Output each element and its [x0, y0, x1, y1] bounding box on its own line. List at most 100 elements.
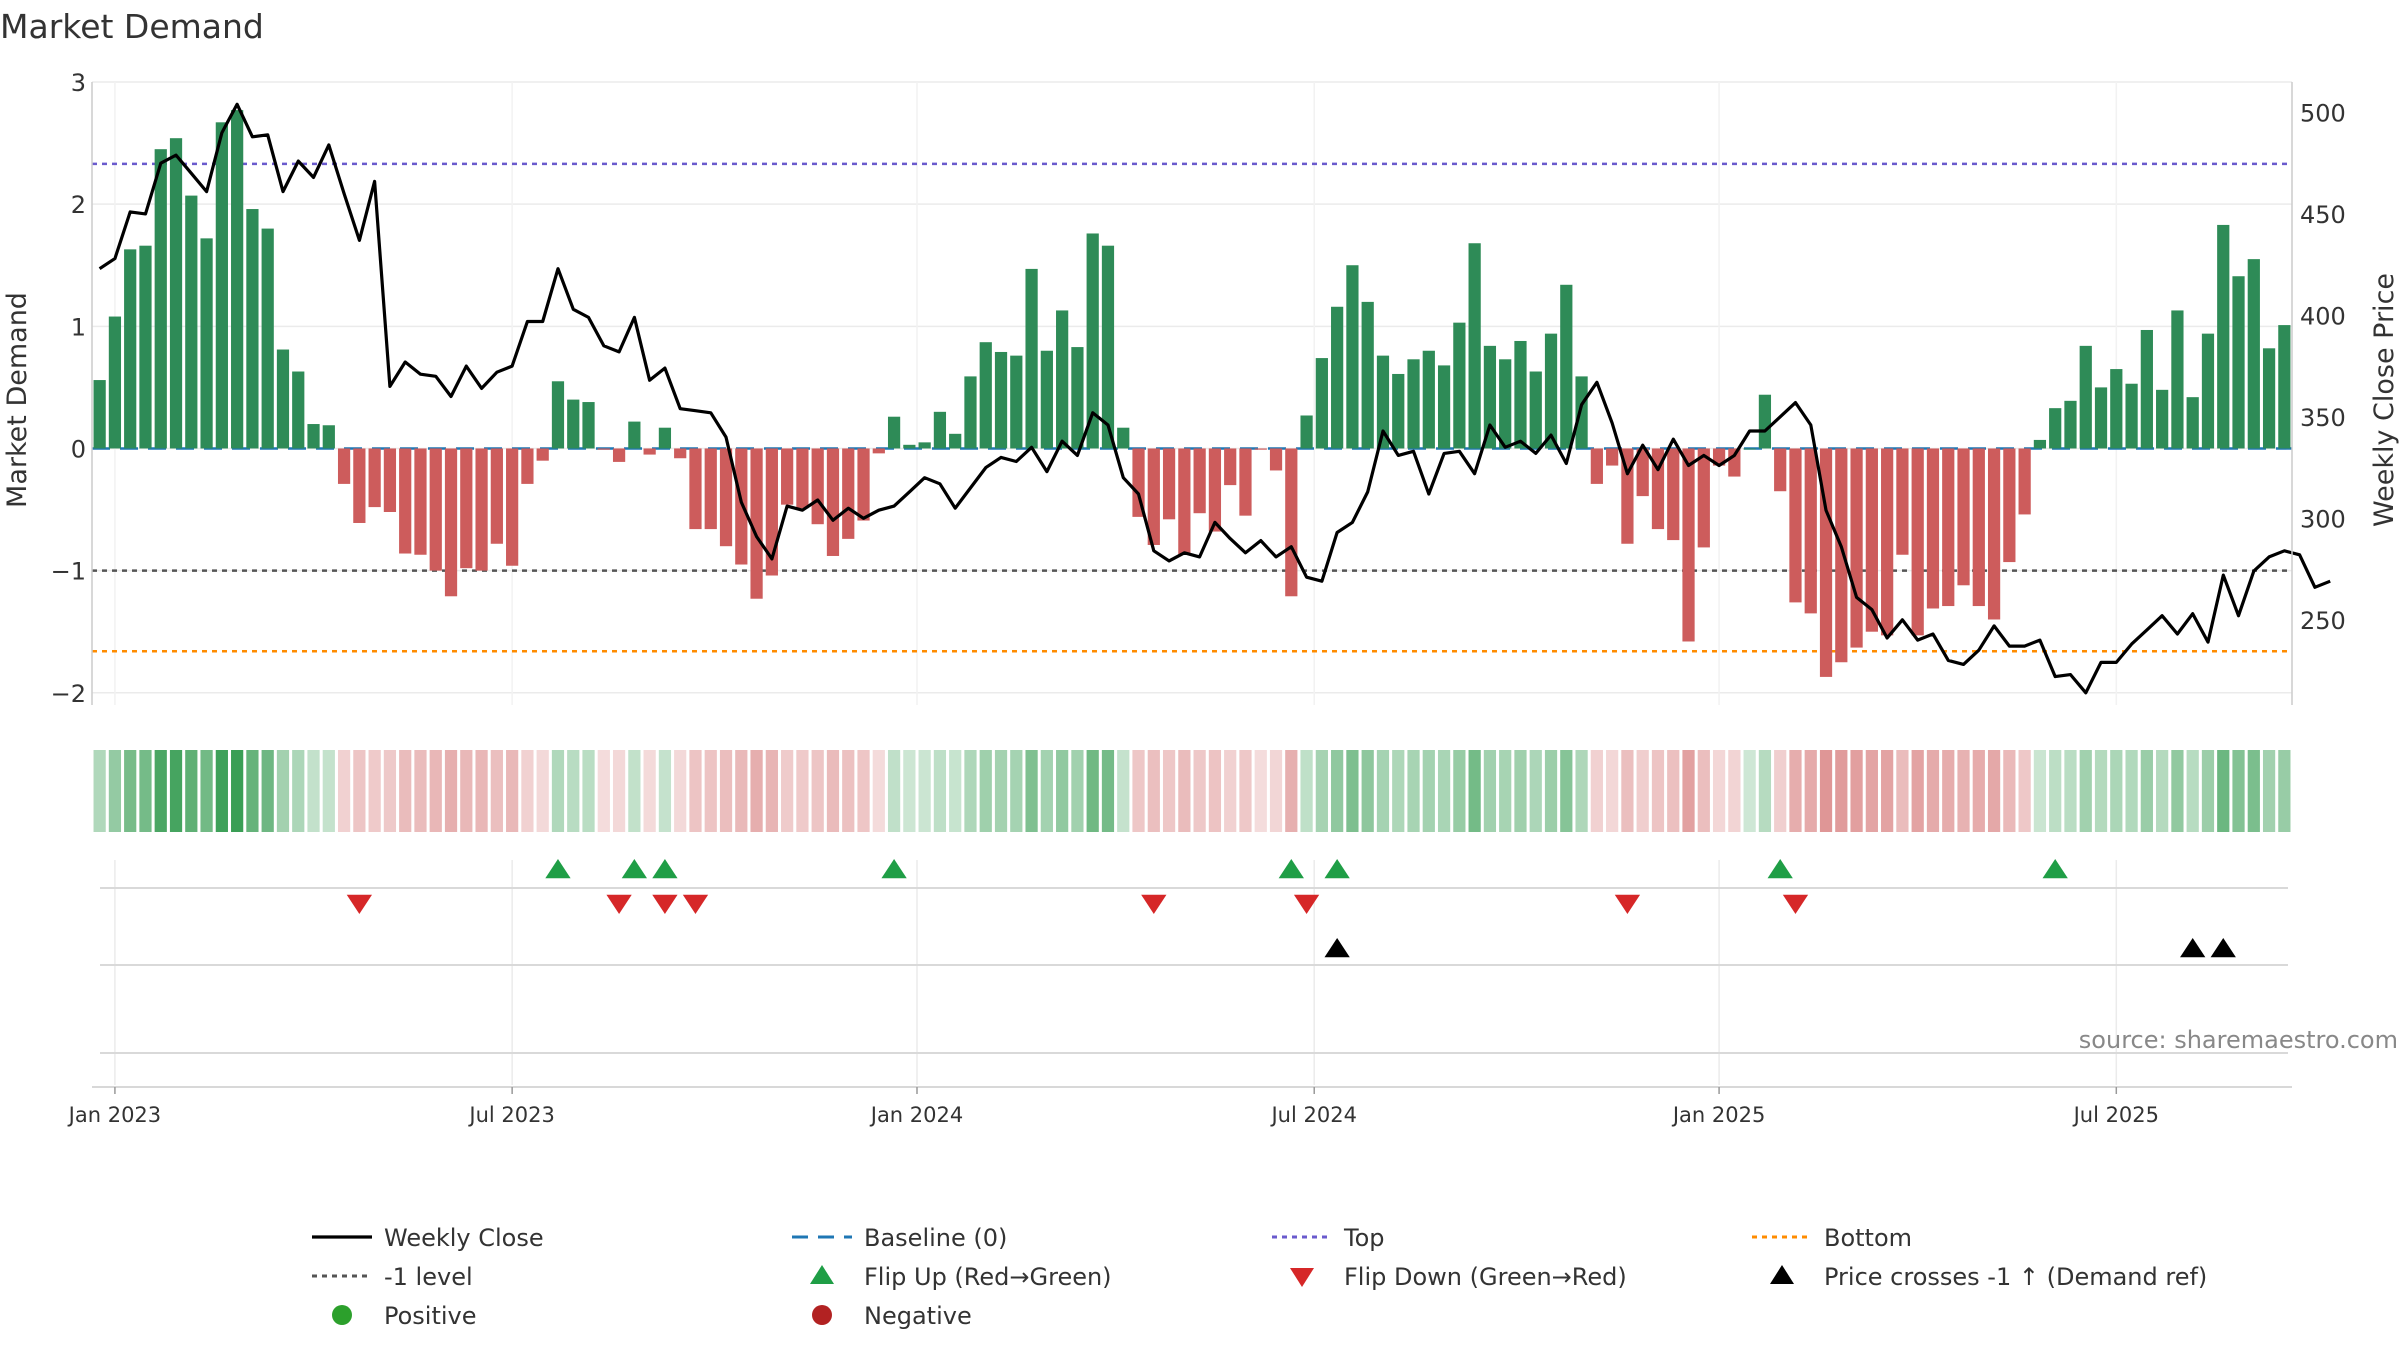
demand-bar [460, 448, 473, 569]
demand-bar [1285, 448, 1298, 597]
heat-cell [2140, 750, 2153, 832]
demand-bar [154, 149, 167, 449]
heat-cell [1499, 750, 1512, 832]
demand-bar [185, 195, 198, 449]
y-tick-label: 1 [71, 313, 86, 341]
legend-item: Positive [332, 1302, 477, 1330]
demand-bar [2278, 325, 2291, 449]
heat-cell [1835, 750, 1848, 832]
demand-bar [1315, 358, 1328, 449]
demand-bar [2094, 387, 2108, 449]
heat-cell [979, 750, 992, 832]
heat-cell [200, 750, 213, 832]
heat-cell [2094, 750, 2108, 832]
weekly-close-series [98, 102, 2331, 695]
demand-bar [1560, 284, 1573, 449]
heat-cell [949, 750, 962, 832]
heat-cell [781, 750, 794, 832]
y2-tick-label: 350 [2300, 404, 2346, 432]
demand-bar [1529, 371, 1542, 449]
demand-bar [1101, 245, 1115, 449]
heat-cell [1667, 750, 1680, 832]
demand-bar [1575, 376, 1588, 449]
demand-bar [429, 448, 442, 571]
demand-bar [1422, 350, 1435, 449]
y2-tick-label: 450 [2300, 201, 2346, 229]
demand-bar [628, 421, 641, 449]
heat-cell [628, 750, 641, 832]
demand-bar [2049, 408, 2062, 449]
flip-up-marker [881, 859, 907, 879]
heat-cell [1590, 750, 1603, 832]
demand-bar [1147, 448, 1160, 545]
heat-cell [261, 750, 274, 832]
demand-bar [276, 349, 290, 449]
y2-tick-label: 400 [2300, 302, 2346, 330]
demand-bar [735, 448, 748, 565]
heat-cell [1376, 750, 1390, 832]
legend: Weekly Close Baseline (0) Top Bottom -1 leve… [312, 1224, 2207, 1330]
flip-down-marker [606, 894, 632, 914]
demand-bar [994, 351, 1008, 449]
demand-bar [1804, 448, 1817, 614]
demand-bar [1468, 243, 1481, 449]
demand-bar [2201, 333, 2215, 449]
heat-cell [1346, 750, 1359, 832]
demand-bar [643, 448, 656, 455]
legend-item: -1 level [312, 1263, 473, 1291]
heat-cell [1621, 750, 1634, 832]
legend-item: Flip Up (Red→Green) [810, 1263, 1112, 1291]
legend-item: Baseline (0) [792, 1224, 1007, 1252]
legend-label: Bottom [1824, 1224, 1912, 1252]
cross-marker [1324, 938, 1350, 958]
heat-cell [1132, 750, 1145, 832]
demand-bar [124, 249, 137, 449]
heat-cell [1086, 750, 1099, 832]
demand-bar [1025, 268, 1038, 449]
legend-label: Positive [384, 1302, 477, 1330]
heat-cell [154, 750, 167, 832]
legend-label: Price crosses -1 ↑ (Demand ref) [1824, 1263, 2207, 1291]
demand-bar [1071, 347, 1084, 449]
demand-bar [1789, 448, 1802, 603]
heat-cell [185, 750, 198, 832]
flip-up-marker [621, 859, 648, 879]
heat-cell [1315, 750, 1328, 832]
heat-cell [765, 750, 778, 832]
demand-bar [1254, 448, 1267, 450]
triangle-down-icon [1290, 1268, 1314, 1287]
heat-cell [1544, 750, 1558, 832]
source-note: source: sharemaestro.com [2079, 1026, 2398, 1054]
demand-bar [1942, 448, 1955, 607]
y2-tick-label: 250 [2300, 607, 2346, 635]
heat-cell [1453, 750, 1466, 832]
demand-bar [2018, 448, 2031, 515]
heat-cell [307, 750, 320, 832]
flip-down-marker [1782, 894, 1809, 914]
demand-bar [139, 245, 152, 449]
heat-cell [1422, 750, 1435, 832]
heat-cell [826, 750, 840, 832]
demand-bar [1972, 448, 1985, 607]
heat-cell [2262, 750, 2276, 832]
heat-cell [643, 750, 656, 832]
demand-bar [200, 238, 213, 449]
heat-cell [1560, 750, 1573, 832]
y2-tick-label: 300 [2300, 505, 2346, 533]
legend-item: Bottom [1752, 1224, 1912, 1252]
heat-cell [139, 750, 152, 832]
demand-bar [918, 442, 931, 449]
heat-cell [1957, 750, 1970, 832]
demand-bar [536, 448, 549, 461]
demand-bar [261, 228, 274, 449]
demand-bar [2232, 276, 2245, 449]
axes: 3 2 1 0 −1 −2 500 450 400 350 300 250 Jan 2023 Jul 20… [51, 69, 2346, 1127]
heat-cell [2278, 750, 2291, 832]
y2-tick-label: 500 [2300, 99, 2346, 127]
demand-bar [2171, 310, 2184, 449]
heat-cell [1071, 750, 1084, 832]
heat-cell [1101, 750, 1115, 832]
heat-cell [1483, 750, 1497, 832]
heat-cell [1117, 750, 1130, 832]
